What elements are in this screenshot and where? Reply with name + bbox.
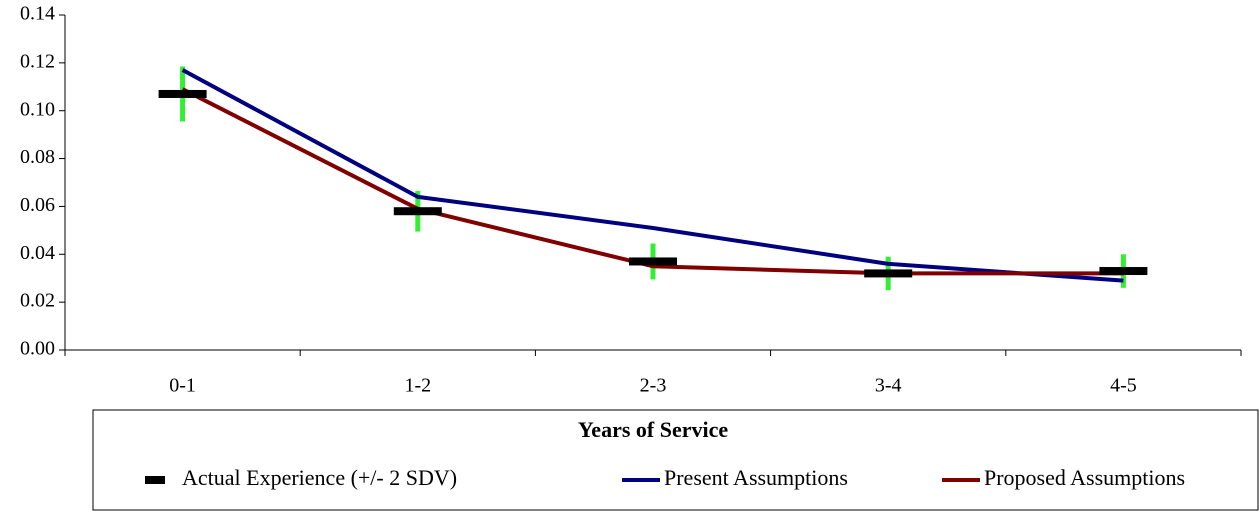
x-axis-label: Years of Service [578,417,729,442]
point-dash [393,207,442,216]
point-dash [1099,267,1148,276]
y-tick-label: 0.14 [20,3,55,25]
point-dash [158,89,207,98]
legend-label: Actual Experience (+/- 2 SDV) [182,465,457,490]
y-tick-label: 0.04 [20,242,55,264]
legend-swatch [145,476,165,484]
y-tick-label: 0.06 [20,194,55,216]
point-dash [629,257,677,266]
legend-label: Present Assumptions [664,465,848,490]
line [181,68,1124,283]
x-tick-label: 2-3 [640,375,667,397]
legend-box [92,409,1259,511]
x-tick-label: 1-2 [404,375,431,397]
y-tick-label: 0.00 [20,338,55,360]
x-tick-label: 3-4 [875,375,902,397]
x-tick-label: 0-1 [169,375,196,397]
line [181,87,1124,276]
point-dash [864,269,913,278]
y-tick-label: 0.10 [20,98,55,120]
y-tick-label: 0.02 [20,290,55,312]
x-tick-label: 4-5 [1110,375,1137,397]
legend-label: Proposed Assumptions [984,465,1185,490]
y-tick-label: 0.12 [20,50,55,72]
y-tick-label: 0.08 [20,146,55,168]
